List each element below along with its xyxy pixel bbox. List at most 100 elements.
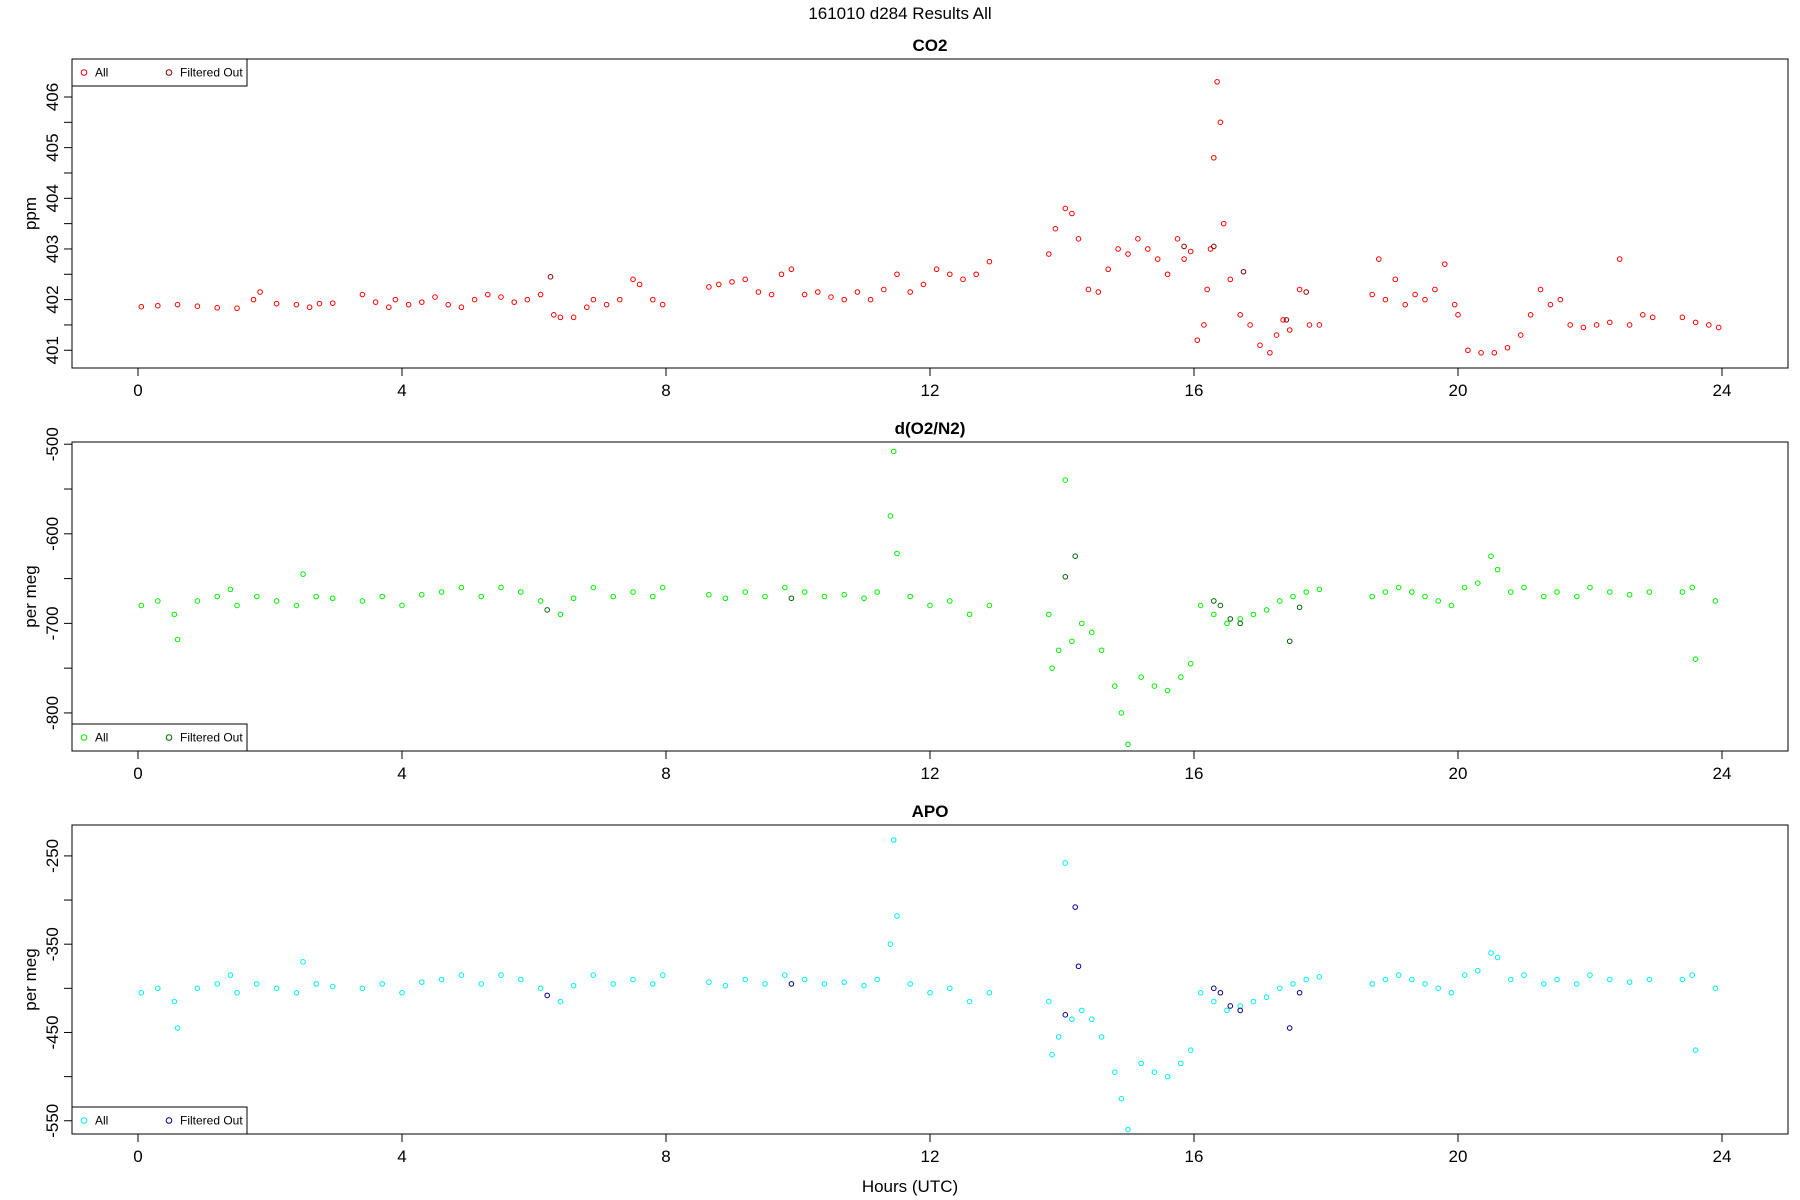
data-point: [1046, 251, 1052, 257]
data-point: [788, 266, 795, 273]
data-point: [1461, 584, 1468, 591]
data-point: [1062, 1012, 1069, 1018]
panel-title: APO: [912, 802, 949, 821]
data-point: [1369, 593, 1375, 600]
data-point: [1112, 683, 1118, 689]
data-point: [471, 296, 478, 303]
y-tick-label: -600: [43, 517, 62, 551]
data-point: [1541, 981, 1547, 987]
data-point: [1211, 611, 1217, 618]
legend-box: [71, 723, 248, 752]
data-point: [894, 271, 900, 278]
data-point: [1448, 602, 1455, 609]
data-point: [1402, 301, 1408, 308]
data-point: [1679, 314, 1686, 321]
data-point: [1567, 322, 1573, 328]
data-point: [174, 636, 181, 643]
data-point: [590, 972, 597, 978]
y-tick-label: -700: [43, 606, 62, 640]
data-point: [372, 299, 379, 305]
data-point: [894, 550, 900, 557]
y-tick-label: -450: [43, 1015, 62, 1049]
data-point: [174, 1025, 181, 1031]
data-point: [887, 513, 894, 519]
data-point: [329, 300, 336, 306]
data-point: [1316, 586, 1323, 593]
data-point: [1055, 1034, 1062, 1040]
data-point: [1263, 607, 1270, 613]
data-point: [300, 959, 306, 965]
data-point: [1174, 236, 1181, 242]
data-point: [1211, 598, 1217, 604]
data-point: [1227, 1003, 1234, 1009]
data-point: [1286, 1025, 1293, 1031]
data-point: [1692, 656, 1699, 662]
data-point: [1587, 584, 1593, 591]
data-point: [603, 301, 610, 308]
data-point: [630, 589, 636, 595]
data-point: [458, 304, 465, 311]
x-tick-label: 4: [397, 381, 406, 400]
data-point: [419, 591, 425, 598]
data-point: [1491, 350, 1498, 356]
y-axis-label: per meg: [21, 948, 40, 1010]
data-point: [1211, 985, 1217, 992]
data-point: [659, 301, 666, 308]
data-point: [874, 589, 881, 595]
data-point: [1194, 337, 1201, 343]
data-point: [1587, 972, 1593, 978]
data-point: [194, 598, 201, 604]
data-point: [1448, 989, 1455, 996]
data-point: [1197, 602, 1204, 609]
data-point: [257, 289, 263, 295]
data-point: [874, 976, 881, 983]
data-point: [841, 591, 848, 598]
data-point: [1263, 994, 1270, 1000]
data-point: [584, 304, 590, 311]
data-point: [1593, 322, 1600, 328]
data-point: [650, 296, 656, 303]
figure-title: 161010 d284 Results All: [808, 4, 991, 23]
y-axis-label: per meg: [21, 565, 40, 627]
data-point: [1382, 976, 1389, 983]
data-point: [1069, 638, 1075, 645]
data-point: [1125, 1126, 1131, 1133]
data-point: [537, 598, 544, 604]
data-point: [617, 296, 623, 303]
data-point: [155, 985, 161, 992]
data-point: [1105, 266, 1111, 273]
data-point: [782, 584, 788, 591]
data-point: [1607, 976, 1613, 983]
data-point: [821, 981, 828, 987]
y-tick-label: -550: [43, 1104, 62, 1138]
data-point: [379, 981, 386, 987]
data-point: [1220, 220, 1227, 227]
data-point: [630, 976, 636, 983]
legend-label: All: [95, 66, 108, 80]
x-tick-label: 16: [1185, 1147, 1204, 1166]
data-point: [788, 595, 795, 602]
data-point: [1478, 350, 1484, 356]
data-point: [894, 913, 900, 919]
data-point: [1237, 620, 1243, 627]
data-point: [1046, 998, 1052, 1005]
data-point: [1098, 647, 1105, 654]
data-point: [986, 602, 993, 609]
data-point: [379, 593, 386, 600]
legend-box: [71, 1106, 248, 1135]
data-point: [1442, 261, 1448, 267]
data-point: [273, 300, 280, 307]
data-point: [405, 301, 412, 308]
data-point: [1201, 322, 1207, 328]
data-point: [890, 448, 897, 455]
data-point: [419, 299, 425, 305]
data-point: [1626, 979, 1633, 985]
data-point: [1237, 312, 1243, 318]
data-point: [801, 291, 808, 298]
data-point: [1224, 1007, 1230, 1014]
data-point: [920, 281, 927, 288]
data-point: [1095, 289, 1102, 295]
data-point: [1646, 976, 1653, 983]
data-point: [1075, 963, 1082, 970]
data-point: [1409, 589, 1415, 595]
